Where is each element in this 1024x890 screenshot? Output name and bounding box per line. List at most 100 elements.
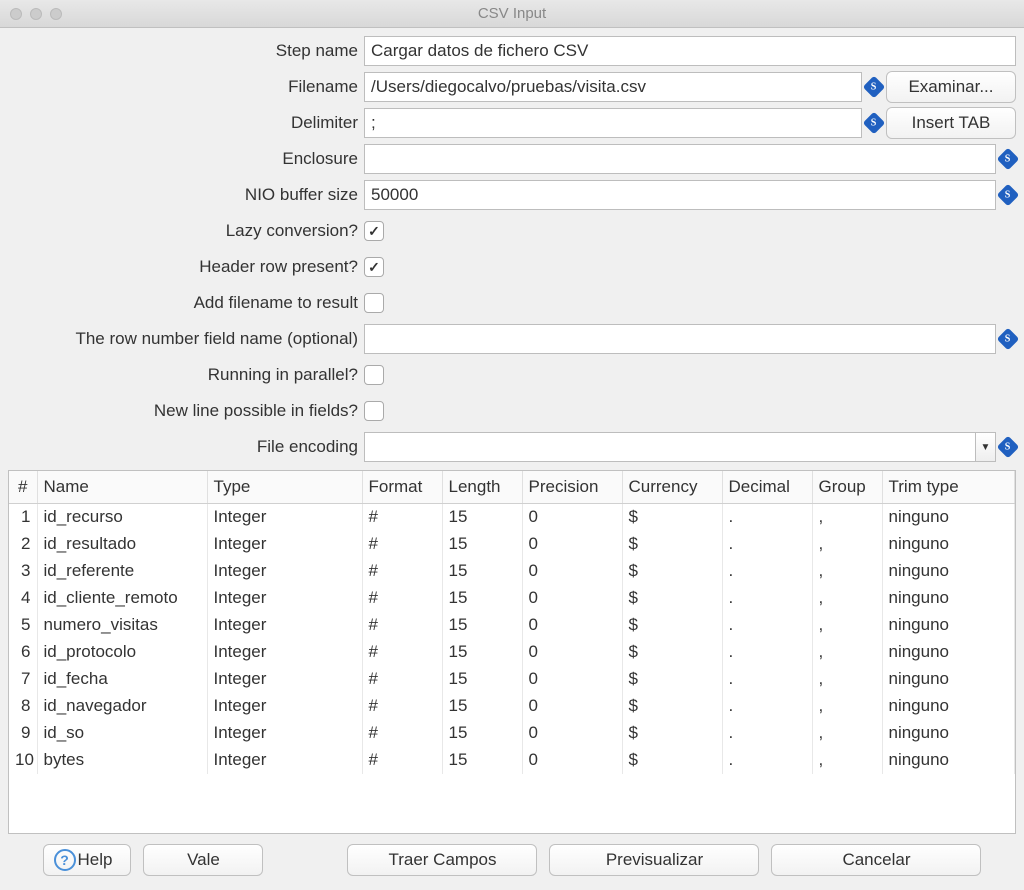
table-cell[interactable]: 0 — [522, 639, 622, 666]
col-header-trim[interactable]: Trim type — [882, 471, 1015, 504]
lazy-conversion-checkbox[interactable] — [364, 221, 384, 241]
table-cell[interactable]: $ — [622, 666, 722, 693]
table-cell[interactable]: $ — [622, 639, 722, 666]
table-cell[interactable]: # — [362, 612, 442, 639]
table-cell[interactable]: , — [812, 747, 882, 774]
table-cell[interactable]: 15 — [442, 693, 522, 720]
table-cell[interactable]: . — [722, 639, 812, 666]
filename-variable-icon[interactable] — [863, 76, 886, 99]
table-cell[interactable]: $ — [622, 585, 722, 612]
table-cell[interactable]: 15 — [442, 531, 522, 558]
table-cell[interactable]: Integer — [207, 504, 362, 531]
table-cell[interactable]: . — [722, 666, 812, 693]
table-cell[interactable]: $ — [622, 504, 722, 531]
add-filename-checkbox[interactable] — [364, 293, 384, 313]
table-cell[interactable]: ninguno — [882, 612, 1015, 639]
table-cell[interactable]: # — [362, 720, 442, 747]
table-cell[interactable]: , — [812, 612, 882, 639]
table-cell[interactable]: , — [812, 585, 882, 612]
table-row[interactable]: 5numero_visitasInteger#150$.,ninguno — [9, 612, 1015, 639]
table-cell[interactable]: . — [722, 693, 812, 720]
table-cell[interactable]: # — [362, 531, 442, 558]
col-header-type[interactable]: Type — [207, 471, 362, 504]
table-cell[interactable]: Integer — [207, 585, 362, 612]
table-cell[interactable]: 5 — [9, 612, 37, 639]
header-row-checkbox[interactable] — [364, 257, 384, 277]
table-cell[interactable]: 0 — [522, 585, 622, 612]
col-header-name[interactable]: Name — [37, 471, 207, 504]
file-encoding-combo[interactable] — [364, 432, 996, 462]
table-cell[interactable]: Integer — [207, 531, 362, 558]
table-cell[interactable]: Integer — [207, 612, 362, 639]
newline-fields-checkbox[interactable] — [364, 401, 384, 421]
table-cell[interactable]: $ — [622, 693, 722, 720]
table-cell[interactable]: . — [722, 585, 812, 612]
row-number-field-input[interactable] — [364, 324, 996, 354]
table-cell[interactable]: id_fecha — [37, 666, 207, 693]
table-cell[interactable]: 2 — [9, 531, 37, 558]
table-cell[interactable]: . — [722, 612, 812, 639]
table-cell[interactable]: $ — [622, 612, 722, 639]
table-cell[interactable]: # — [362, 639, 442, 666]
table-row[interactable]: 10bytesInteger#150$.,ninguno — [9, 747, 1015, 774]
cancel-button[interactable]: Cancelar — [771, 844, 981, 876]
file-encoding-variable-icon[interactable] — [997, 436, 1020, 459]
table-row[interactable]: 6id_protocoloInteger#150$.,ninguno — [9, 639, 1015, 666]
table-row[interactable]: 1id_recursoInteger#150$.,ninguno — [9, 504, 1015, 531]
browse-button[interactable]: Examinar... — [886, 71, 1016, 103]
minimize-window-button[interactable] — [30, 8, 42, 20]
table-cell[interactable]: 0 — [522, 612, 622, 639]
table-cell[interactable]: 15 — [442, 720, 522, 747]
table-row[interactable]: 7id_fechaInteger#150$.,ninguno — [9, 666, 1015, 693]
close-window-button[interactable] — [10, 8, 22, 20]
table-cell[interactable]: Integer — [207, 747, 362, 774]
table-cell[interactable]: $ — [622, 747, 722, 774]
table-cell[interactable]: ninguno — [882, 720, 1015, 747]
nio-buffer-variable-icon[interactable] — [997, 184, 1020, 207]
col-header-decimal[interactable]: Decimal — [722, 471, 812, 504]
col-header-currency[interactable]: Currency — [622, 471, 722, 504]
table-cell[interactable]: , — [812, 666, 882, 693]
table-cell[interactable]: $ — [622, 720, 722, 747]
table-cell[interactable]: 10 — [9, 747, 37, 774]
table-row[interactable]: 8id_navegadorInteger#150$.,ninguno — [9, 693, 1015, 720]
table-cell[interactable]: , — [812, 693, 882, 720]
table-cell[interactable]: $ — [622, 558, 722, 585]
table-cell[interactable]: 15 — [442, 558, 522, 585]
table-cell[interactable]: 0 — [522, 693, 622, 720]
table-cell[interactable]: 15 — [442, 585, 522, 612]
table-row[interactable]: 9id_soInteger#150$.,ninguno — [9, 720, 1015, 747]
table-cell[interactable]: ninguno — [882, 585, 1015, 612]
table-cell[interactable]: , — [812, 531, 882, 558]
row-number-variable-icon[interactable] — [997, 328, 1020, 351]
chevron-down-icon[interactable] — [975, 433, 995, 461]
col-header-format[interactable]: Format — [362, 471, 442, 504]
table-cell[interactable]: Integer — [207, 693, 362, 720]
table-cell[interactable]: Integer — [207, 558, 362, 585]
insert-tab-button[interactable]: Insert TAB — [886, 107, 1016, 139]
table-cell[interactable]: Integer — [207, 639, 362, 666]
table-cell[interactable]: , — [812, 504, 882, 531]
col-header-length[interactable]: Length — [442, 471, 522, 504]
table-cell[interactable]: $ — [622, 531, 722, 558]
table-cell[interactable]: . — [722, 720, 812, 747]
table-cell[interactable]: Integer — [207, 720, 362, 747]
table-cell[interactable]: # — [362, 693, 442, 720]
table-row[interactable]: 2id_resultadoInteger#150$.,ninguno — [9, 531, 1015, 558]
table-cell[interactable]: 0 — [522, 531, 622, 558]
table-cell[interactable]: , — [812, 639, 882, 666]
zoom-window-button[interactable] — [50, 8, 62, 20]
table-cell[interactable]: . — [722, 747, 812, 774]
table-cell[interactable]: . — [722, 504, 812, 531]
table-cell[interactable]: id_recurso — [37, 504, 207, 531]
col-header-group[interactable]: Group — [812, 471, 882, 504]
table-cell[interactable]: 15 — [442, 639, 522, 666]
table-cell[interactable]: 0 — [522, 720, 622, 747]
table-cell[interactable]: bytes — [37, 747, 207, 774]
table-cell[interactable]: # — [362, 747, 442, 774]
table-cell[interactable]: 4 — [9, 585, 37, 612]
table-cell[interactable]: . — [722, 558, 812, 585]
table-cell[interactable]: # — [362, 666, 442, 693]
help-button[interactable]: ? Help — [43, 844, 132, 876]
table-cell[interactable]: # — [362, 504, 442, 531]
